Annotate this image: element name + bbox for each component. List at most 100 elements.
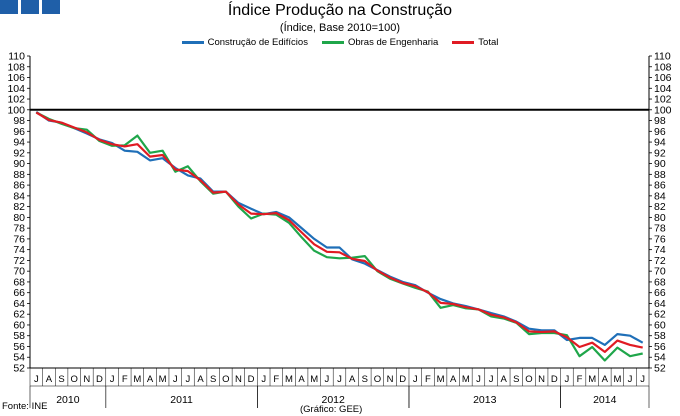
x-tick-label: A: [501, 374, 508, 385]
y-tick-label-right: 90: [654, 158, 666, 170]
y-tick-label-right: 72: [654, 255, 666, 267]
legend-item: Construção de Edifícios: [181, 37, 308, 48]
legend-label: Obras de Engenharia: [347, 37, 439, 48]
y-tick-label-left: 100: [7, 104, 25, 116]
x-tick-label: J: [628, 374, 633, 385]
y-tick-label-left: 102: [7, 94, 25, 106]
y-tick-label-left: 58: [13, 330, 25, 342]
x-tick-label: S: [58, 374, 64, 385]
y-tick-label-right: 58: [654, 330, 666, 342]
year-label: 2013: [473, 394, 497, 406]
brand-logo: [0, 0, 60, 14]
y-tick-label-right: 60: [654, 319, 666, 331]
legend-swatch: [181, 41, 204, 44]
y-tick-label-left: 60: [13, 319, 25, 331]
y-tick-label-right: 76: [654, 233, 666, 245]
y-tick-label-right: 94: [654, 137, 666, 149]
chart-subtitle: (Índice, Base 2010=100): [279, 22, 401, 34]
logo-block: [21, 0, 39, 14]
x-tick-label: S: [513, 374, 519, 385]
y-tick-label-right: 64: [654, 298, 666, 310]
y-tick-label-left: 86: [13, 180, 25, 192]
x-tick-label: D: [248, 374, 255, 385]
y-tick-label-right: 74: [654, 244, 666, 256]
legend-item: Total: [452, 37, 498, 48]
legend-item: Obras de Engenharia: [321, 37, 439, 48]
credit-note: (Gráfico: GEE): [300, 404, 363, 415]
year-label: 2011: [170, 394, 193, 406]
x-tick-label: J: [489, 374, 494, 385]
x-tick-label: O: [374, 374, 381, 385]
y-tick-label-left: 92: [13, 147, 25, 159]
x-tick-label: M: [310, 374, 318, 385]
x-tick-label: A: [602, 374, 609, 385]
x-tick-label: J: [640, 374, 645, 385]
y-tick-label-right: 66: [654, 287, 666, 299]
x-tick-label: M: [285, 374, 293, 385]
y-tick-label-left: 90: [13, 158, 25, 170]
x-tick-label: A: [450, 374, 457, 385]
x-tick-label: J: [324, 374, 329, 385]
y-tick-label-right: 62: [654, 309, 666, 321]
x-tick-label: N: [387, 374, 394, 385]
y-tick-label-right: 68: [654, 276, 666, 288]
logo-block: [42, 0, 60, 14]
y-tick-label-left: 70: [13, 266, 25, 278]
y-tick-label-left: 68: [13, 276, 25, 288]
x-tick-label: A: [349, 374, 356, 385]
legend-label: Total: [478, 37, 499, 48]
y-tick-label-right: 82: [654, 201, 666, 213]
x-tick-label: N: [538, 374, 545, 385]
x-tick-label: J: [110, 374, 115, 385]
y-tick-label-left: 54: [13, 352, 25, 364]
x-tick-label: J: [337, 374, 342, 385]
y-tick-label-left: 110: [8, 51, 25, 63]
y-tick-label-left: 78: [13, 223, 25, 235]
y-tick-label-right: 96: [654, 126, 666, 138]
x-tick-label: J: [413, 374, 418, 385]
x-tick-label: A: [147, 374, 154, 385]
x-tick-label: S: [210, 374, 216, 385]
x-tick-label: M: [462, 374, 470, 385]
y-tick-label-right: 56: [654, 341, 666, 353]
x-tick-label: F: [122, 374, 128, 385]
y-tick-label-right: 86: [654, 180, 666, 192]
x-tick-label: J: [186, 374, 191, 385]
y-tick-label-right: 92: [654, 147, 666, 159]
x-tick-label: A: [298, 374, 305, 385]
chart-title: Índice Produção na Construção: [227, 2, 453, 19]
x-tick-label: M: [588, 374, 596, 385]
x-tick-label: J: [34, 374, 39, 385]
series-line: [35, 110, 644, 346]
y-tick-label-left: 72: [13, 255, 25, 267]
y-tick-label-left: 82: [13, 201, 25, 213]
y-tick-label-right: 104: [654, 83, 672, 95]
x-tick-label: F: [425, 374, 431, 385]
y-tick-label-right: 54: [654, 352, 666, 364]
y-tick-label-left: 108: [7, 61, 25, 73]
x-tick-label: O: [71, 374, 78, 385]
x-tick-label: J: [261, 374, 266, 385]
y-tick-label-left: 80: [13, 212, 25, 224]
legend-swatch: [452, 41, 475, 44]
y-tick-label-left: 88: [13, 169, 25, 181]
chart-legend: Construção de Edifícios Obras de Engenhar…: [0, 37, 680, 48]
year-label: 2010: [56, 394, 80, 406]
y-tick-label-left: 96: [13, 126, 25, 138]
y-tick-label-right: 100: [654, 104, 672, 116]
y-tick-label-left: 52: [13, 363, 25, 375]
x-tick-label: M: [437, 374, 445, 385]
y-tick-label-left: 62: [13, 309, 25, 321]
x-tick-label: D: [399, 374, 406, 385]
y-tick-label-left: 84: [13, 190, 25, 202]
y-tick-label-left: 94: [13, 137, 25, 149]
y-tick-label-right: 84: [654, 190, 666, 202]
x-tick-label: M: [133, 374, 141, 385]
y-tick-label-right: 106: [654, 72, 672, 84]
x-tick-label: N: [83, 374, 90, 385]
y-tick-label-right: 108: [654, 61, 672, 73]
y-tick-label-left: 66: [13, 287, 25, 299]
y-tick-label-left: 76: [13, 233, 25, 245]
year-label: 2014: [593, 394, 617, 406]
